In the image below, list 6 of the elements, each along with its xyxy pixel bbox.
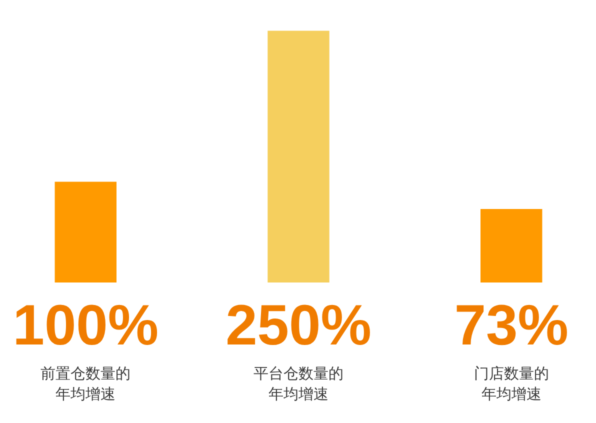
data-label: 250% (226, 293, 372, 358)
x-tick-label: 平台仓数量的年均增速 (254, 366, 344, 403)
data-label: 100% (12, 293, 159, 358)
x-tick-label: 前置仓数量的年均增速 (40, 366, 131, 403)
x-tick-label: 门店数量的年均增速 (474, 366, 549, 403)
data-label: 73% (454, 293, 568, 358)
